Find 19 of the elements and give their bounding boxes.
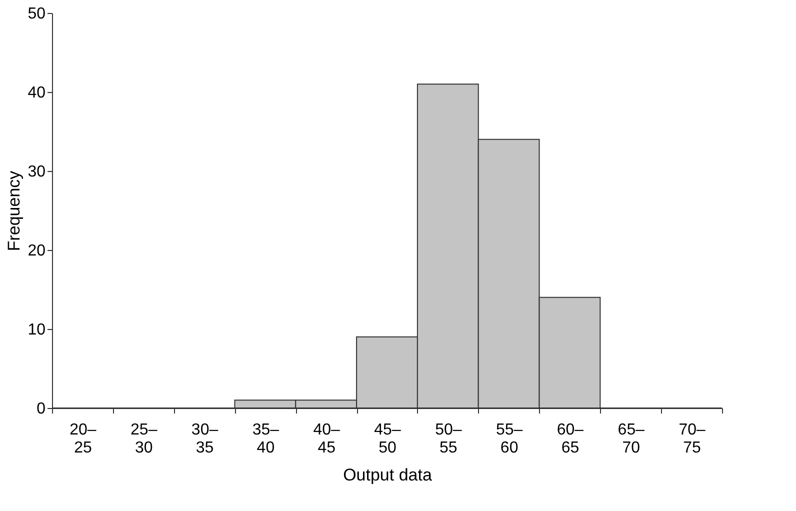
- y-tick-label: 40: [28, 84, 46, 102]
- x-axis-title: Output data: [343, 466, 432, 484]
- x-tick-label: 50–55: [435, 422, 462, 456]
- x-tick-label: 70–75: [678, 422, 706, 456]
- y-tick-label: 50: [28, 6, 46, 22]
- y-tick-label: 10: [28, 322, 46, 338]
- x-tick-label: 60–65: [556, 422, 584, 456]
- y-tick-label: 0: [36, 400, 46, 418]
- x-tick-label: 45–50: [374, 422, 401, 456]
- y-tick-label: 20: [28, 242, 46, 260]
- y-tick-label: 30: [28, 164, 46, 180]
- x-tick-label: 55–60: [496, 422, 523, 456]
- y-axis-title: Frequency: [4, 170, 24, 252]
- x-tick-label: 65–70: [618, 422, 645, 456]
- x-tick-label: 25–30: [130, 422, 158, 456]
- x-tick-label: 30–35: [191, 422, 218, 456]
- x-tick-label: 20–25: [70, 422, 96, 456]
- x-tick-label: 35–40: [252, 422, 280, 456]
- x-tick-label: 40–45: [313, 422, 340, 456]
